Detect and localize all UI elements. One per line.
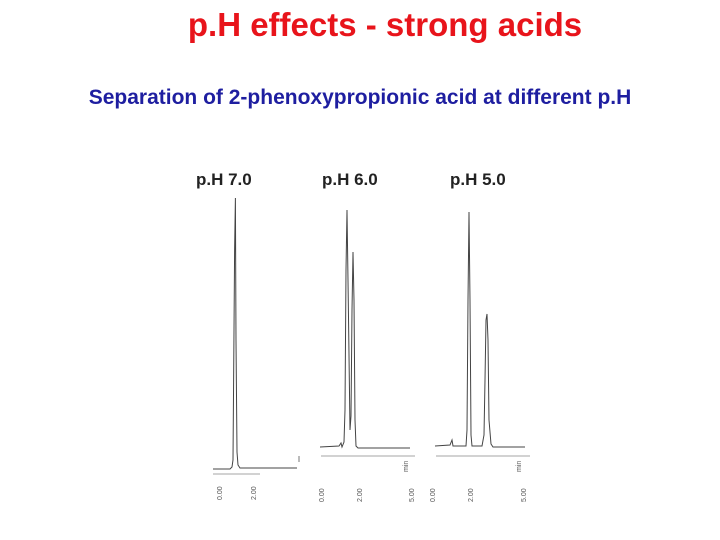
chromatogram-ph5: 0.00 2.00 5.00 min [430,190,540,505]
trace-ph5 [434,211,525,448]
trace-ph7 [213,197,297,470]
ph-5-label: p.H 5.0 [450,170,506,189]
tick-ph5-0: 0.00 [430,488,437,502]
tick-ph6-2: 5.00 [409,488,416,502]
unit-ph5: min [516,461,523,472]
tick-ph6-1: 2.00 [357,488,364,502]
chromatogram-ph7-plot: 0.00 2.00 [213,197,300,500]
tick-ph7-1: 2.00 [251,486,258,500]
tick-ph7-0: 0.00 [217,486,224,500]
chromatogram-ph6-plot: 0.00 2.00 5.00 min [319,209,416,502]
page-subtitle: Separation of 2-phenoxypropionic acid at… [88,86,632,109]
page-title: p.H effects - strong acids [187,6,583,43]
chromatogram-ph7: 0.00 2.00 [205,190,305,505]
tick-ph5-2: 5.00 [521,488,528,502]
chromatogram-ph6: 0.00 2.00 5.00 min [315,190,425,505]
tick-ph5-1: 2.00 [468,488,475,502]
unit-ph6: min [403,461,410,472]
ph-7-label: p.H 7.0 [196,170,252,189]
tick-ph6-0: 0.00 [319,488,326,502]
chromatogram-ph5-plot: 0.00 2.00 5.00 min [430,211,530,502]
ph-6-label: p.H 6.0 [322,170,378,189]
trace-ph6 [319,209,410,449]
